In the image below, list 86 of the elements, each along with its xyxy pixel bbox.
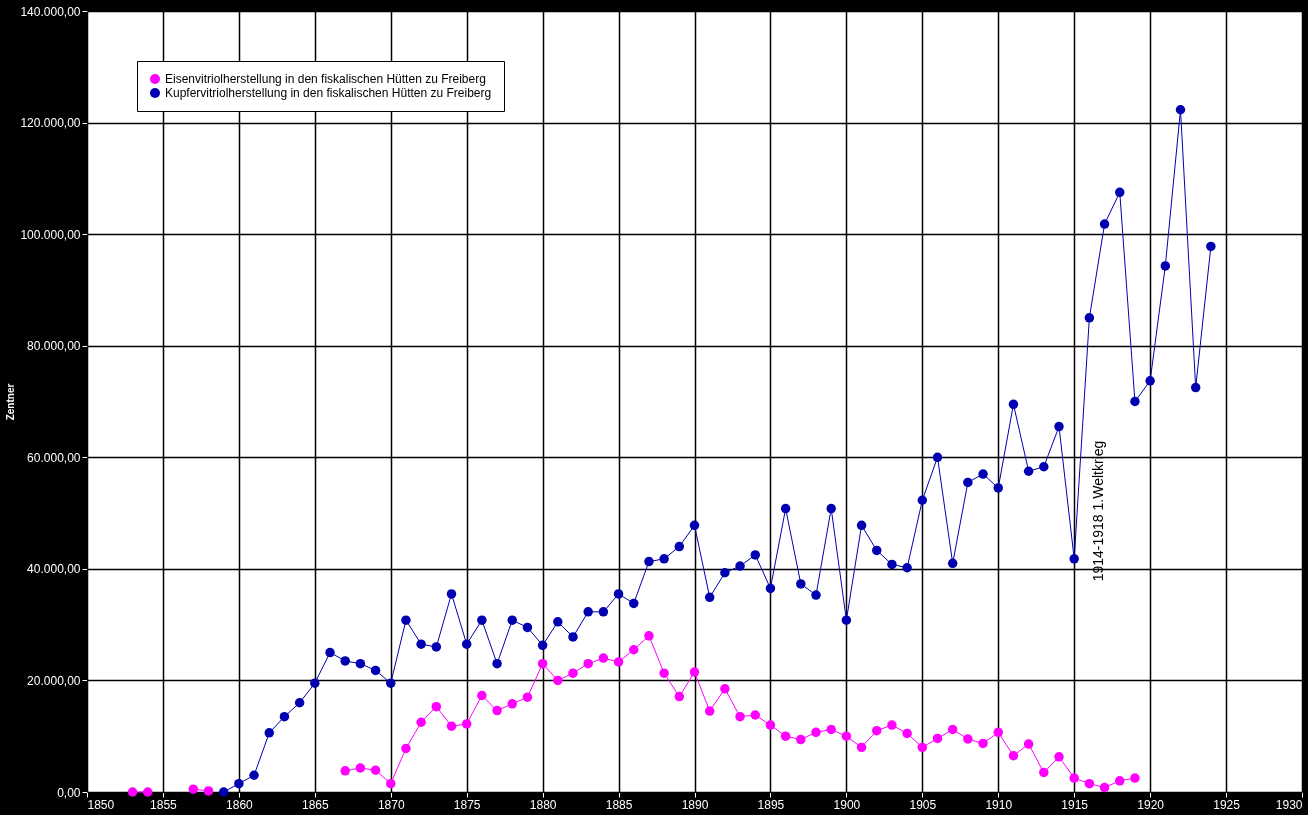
point [629,645,639,655]
y-tick-label: 20.000,00 [27,673,81,688]
point [1084,778,1095,789]
point [674,691,685,702]
point [1039,767,1049,778]
point [963,734,973,744]
point [720,684,730,694]
point [902,728,912,739]
y-axis-title: Zentner [5,383,17,421]
legend-label: Eisenvitriolherstellung in den fiskalischen Hütten zu Freiberg [165,72,486,86]
point [127,787,138,797]
point [917,742,928,753]
point [507,699,517,709]
point [461,719,472,729]
point [553,675,563,686]
x-tick-label: 1900 [833,797,861,812]
point [537,658,548,669]
x-tick-label: 1885 [605,797,633,812]
x-tick-label: 1890 [681,797,709,812]
x-tick-label: 1875 [453,797,481,812]
point [689,667,700,677]
point [841,731,852,741]
x-tick-label: 1930 [1275,797,1303,812]
point [492,705,502,716]
point [872,725,882,736]
y-tick-label: 60.000,00 [27,450,81,465]
legend-label: Kupfervitriolherstellung in den fiskalischen Hütten zu Freiberg [165,86,492,100]
point [993,727,1003,738]
point [932,733,943,744]
annotation: 1914-1918 1.Weltkrieg [1090,440,1106,582]
point [978,738,988,749]
point [1130,773,1140,783]
point [446,721,457,731]
x-tick-label: 1860 [226,797,254,812]
y-tick-label: 40.000,00 [27,562,81,577]
point [370,765,381,775]
point [416,717,426,727]
x-tick-label: 1920 [1137,797,1165,812]
point [811,727,821,738]
point [704,706,715,716]
point [856,742,867,753]
y-tick-label: 140.000,00 [20,4,81,19]
point [1115,776,1125,786]
point [1008,751,1019,761]
point [659,668,669,678]
point [583,658,593,669]
y-tick-label: 80.000,00 [27,339,81,354]
point [522,692,533,702]
point [796,734,806,745]
point [780,731,791,741]
point [826,724,836,735]
point [598,653,609,663]
y-tick-label: 100.000,00 [20,227,81,242]
point [401,743,411,754]
x-tick-label: 1855 [150,797,178,812]
x-tick-label: 1850 [87,797,115,812]
point [947,724,958,735]
point [386,778,396,789]
point [477,690,487,701]
point [1069,773,1079,783]
x-tick-label: 1865 [301,797,329,812]
point [355,763,366,773]
point [1023,739,1034,749]
point [568,668,578,678]
point [613,657,624,667]
point [143,787,153,797]
y-tick-label: 0,00 [57,785,81,800]
point [887,720,897,730]
point [1099,782,1110,793]
x-tick-label: 1880 [529,797,557,812]
point [203,786,214,796]
point [340,766,350,776]
point [188,784,199,794]
x-tick-label: 1915 [1061,797,1089,812]
x-tick-label: 1925 [1213,797,1241,812]
y-tick-label: 120.000,00 [20,116,81,131]
point [735,711,745,722]
point [644,631,654,641]
x-tick-label: 1870 [377,797,405,812]
point [750,710,760,720]
point [1054,752,1064,762]
x-tick-label: 1905 [909,797,937,812]
point [431,701,442,712]
x-tick-label: 1895 [757,797,785,812]
point [765,720,776,730]
x-tick-label: 1910 [985,797,1013,812]
